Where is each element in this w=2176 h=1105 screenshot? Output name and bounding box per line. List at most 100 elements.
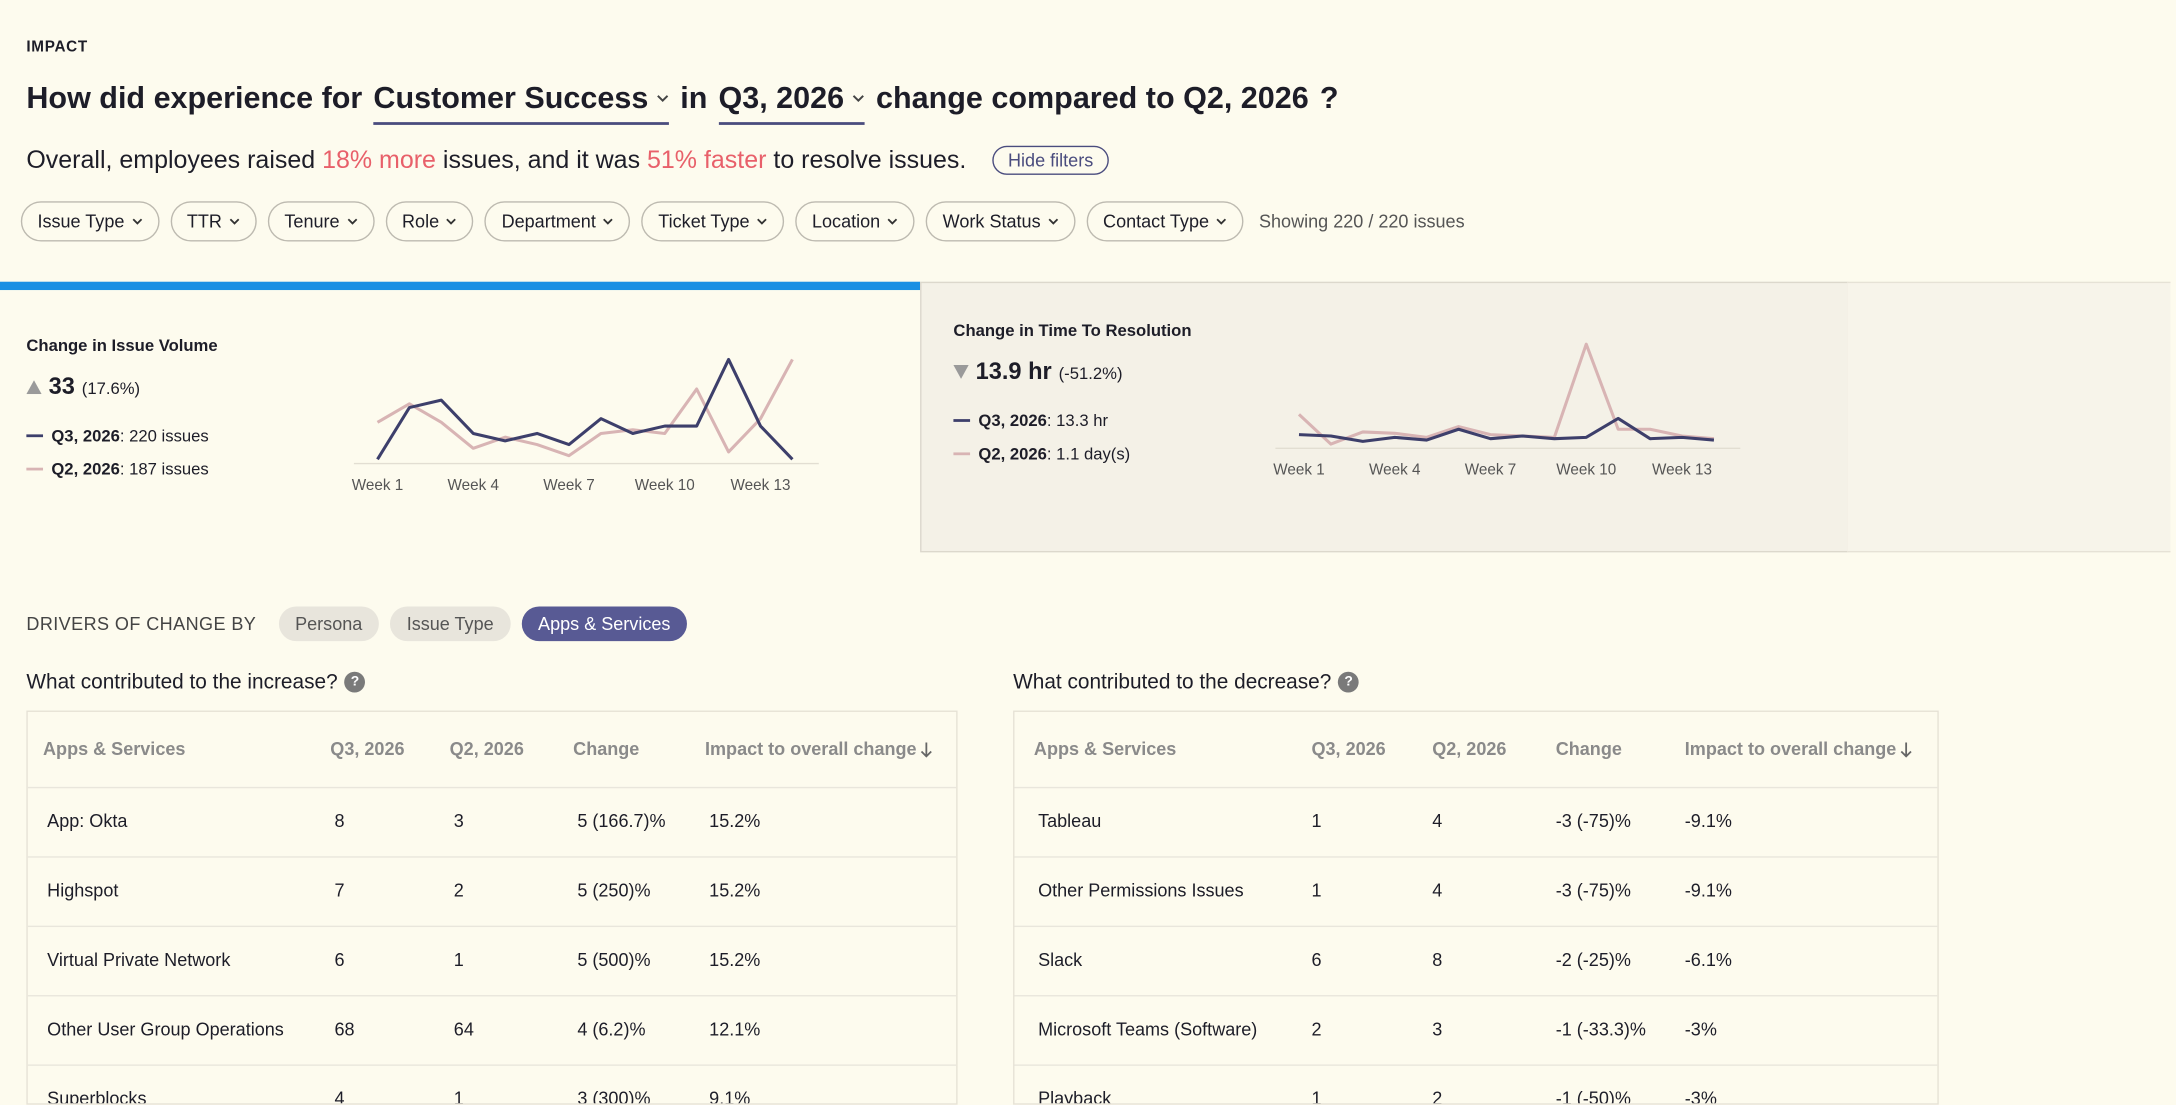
chevron-path: [132, 218, 142, 225]
chevron: [887, 218, 898, 225]
triangle: [26, 380, 42, 395]
table-row: Slack 6 8 -2 (-25)% -6.1%: [1014, 926, 1938, 997]
table-row: Superblocks 4 1 3 (300)% 9.1%: [28, 1064, 956, 1105]
column-header[interactable]: Impact to overall change: [1685, 712, 1913, 787]
column-label: Impact to overall change: [705, 738, 917, 760]
column-header: Q2, 2026: [450, 712, 524, 787]
delta-pct: (17.6%): [81, 378, 141, 399]
delta: 13.9 hr (-51.2%): [953, 358, 1122, 386]
table-cell: 64: [453, 1018, 474, 1040]
chevron-path: [1048, 218, 1058, 225]
chevron: [347, 218, 357, 225]
delta-value: 13.9 hr: [975, 358, 1052, 385]
filter-label: Contact Type: [1103, 210, 1210, 232]
table-cell: 15.2%: [709, 949, 761, 971]
table-cell: Slack: [1038, 949, 1083, 971]
table-cell: 1: [453, 949, 464, 971]
column-label: Change: [1555, 738, 1622, 760]
filter-pill[interactable]: Work Status: [926, 201, 1076, 242]
table-cell: 7: [334, 879, 345, 901]
empty-card: [1847, 281, 2171, 553]
table-cell: -2 (-25)%: [1555, 949, 1631, 971]
table-cell: 4: [1432, 879, 1443, 901]
summary-text: Overall, employees raised: [26, 145, 316, 174]
delta-arrow: [26, 380, 42, 395]
filter-pill[interactable]: Contact Type: [1086, 201, 1244, 242]
ttr-card[interactable]: Change in Time To Resolution 13.9 hr (-51.…: [920, 281, 1849, 553]
table-cell: -3 (-75)%: [1555, 810, 1631, 832]
filter-label: Department: [501, 210, 596, 232]
legend-detail: : 220 issues: [119, 426, 209, 446]
legend-item: Q3, 2026: 220 issues: [26, 426, 209, 446]
legend-swatch: [953, 452, 971, 456]
filter-label: Tenure: [284, 210, 340, 232]
filter-label: Location: [811, 210, 881, 232]
card-title: Change in Time To Resolution: [953, 320, 1192, 341]
table-cell: 68: [334, 1018, 355, 1040]
driver-tab[interactable]: Persona: [278, 606, 379, 642]
table-cell: -9.1%: [1684, 879, 1732, 901]
driver-tab[interactable]: Apps & Services: [521, 606, 688, 642]
table-cell: 3: [1432, 1018, 1443, 1040]
x-tick-label: Week 10: [1556, 462, 1616, 479]
filter-pill[interactable]: Ticket Type: [641, 201, 785, 242]
table-cell: 1: [1311, 879, 1322, 901]
help-icon[interactable]: ?: [1338, 671, 1360, 693]
table-cell: 3 (300)%: [577, 1088, 651, 1105]
table-cell: App: Okta: [47, 810, 128, 832]
period-dropdown[interactable]: Q3, 2026: [718, 80, 865, 125]
column-label: Q2, 2026: [449, 738, 524, 760]
sort-arrow: [1901, 741, 1913, 757]
question-mid: in: [680, 80, 708, 116]
column-header: Q3, 2026: [1311, 712, 1385, 787]
column-label: Impact to overall change: [1684, 738, 1897, 760]
table-cell: 1: [1311, 810, 1322, 832]
summary-highlight: 18% more: [322, 145, 436, 174]
legend-item: Q3, 2026: 13.3 hr: [953, 411, 1108, 430]
series-line: [376, 357, 794, 461]
filter-pill[interactable]: Role: [385, 201, 474, 242]
help-icon[interactable]: ?: [344, 671, 366, 693]
filter-pill[interactable]: Department: [484, 201, 631, 242]
column-header[interactable]: Impact to overall change: [705, 712, 933, 787]
question-end: ?: [1319, 80, 1339, 116]
question-prefix: How did experience for: [26, 80, 363, 116]
filter-pill[interactable]: Tenure: [267, 201, 375, 242]
volume-card[interactable]: Change in Issue Volume 33 (17.6%) Q3, 2026:…: [0, 281, 921, 553]
filter-label: Ticket Type: [658, 210, 750, 232]
table-row: Other Permissions Issues 1 4 -3 (-75)% -9.1%: [1014, 856, 1938, 928]
team-dropdown[interactable]: Customer Success: [373, 80, 670, 125]
eyebrow: IMPACT: [26, 38, 88, 56]
sparkline: Week 1 Week 4 Week 7 Week 10 Week 13: [352, 357, 819, 494]
sparkline: Week 1 Week 4 Week 7 Week 10 Week 13: [1273, 342, 1741, 479]
delta-pct: (-51.2%): [1058, 363, 1123, 384]
driver-tab[interactable]: Issue Type: [390, 606, 511, 642]
chevron: [446, 218, 457, 225]
chevron: [757, 218, 767, 225]
filter-label: TTR: [186, 210, 222, 232]
legend-swatch: [26, 467, 44, 471]
filter-pill[interactable]: Issue Type: [20, 201, 160, 242]
filter-pill[interactable]: TTR: [170, 201, 257, 242]
chevron: [657, 95, 669, 102]
filter-bar: Issue Type TTR Tenure Role Department Ticket …: [20, 201, 1465, 242]
legend-swatch: [26, 434, 44, 438]
chevron: [229, 218, 240, 225]
legend-name: Q2, 2026: [51, 459, 120, 479]
table-cell: -1 (-33.3)%: [1555, 1018, 1646, 1040]
x-tick-label: Week 4: [448, 477, 500, 494]
column-label: Q3, 2026: [330, 738, 405, 760]
legend-detail: : 13.3 hr: [1046, 410, 1109, 431]
column-header: Change: [1556, 712, 1622, 787]
delta-value: 33: [48, 373, 75, 400]
showing-count: Showing 220 / 220 issues: [1258, 210, 1465, 232]
filter-pill[interactable]: Location: [795, 201, 915, 242]
column-label: Apps & Services: [43, 738, 186, 760]
hide-filters-button[interactable]: Hide filters: [992, 145, 1109, 175]
table-row: Virtual Private Network 6 1 5 (500)% 15.2%: [27, 926, 957, 997]
table-cell: -3%: [1684, 1018, 1717, 1040]
chevron: [853, 95, 865, 102]
legend-detail: : 187 issues: [119, 459, 209, 479]
table-cell: Other Permissions Issues: [1038, 879, 1244, 901]
x-tick-label: Week 13: [731, 477, 791, 494]
